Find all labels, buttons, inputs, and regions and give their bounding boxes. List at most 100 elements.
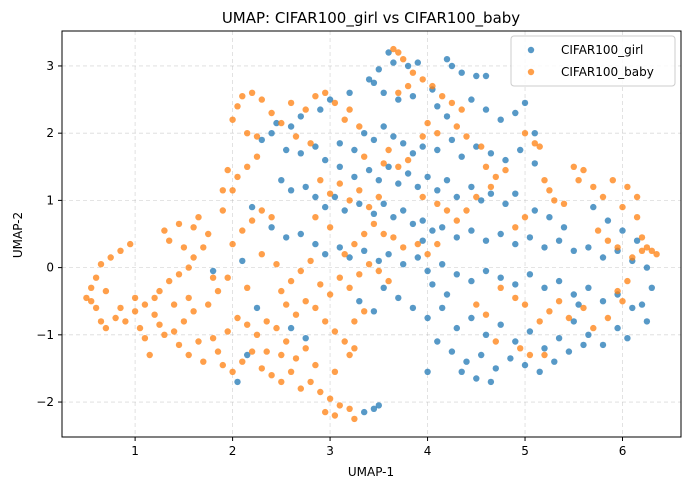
scatter-point <box>517 345 524 352</box>
scatter-point <box>248 89 256 97</box>
scatter-point <box>297 113 304 120</box>
scatter-point <box>541 244 548 251</box>
scatter-point <box>497 230 504 238</box>
scatter-point <box>604 217 612 224</box>
scatter-point <box>312 240 319 248</box>
scatter-point <box>253 153 261 160</box>
scatter-point <box>229 187 236 194</box>
scatter-point <box>521 130 529 137</box>
scatter-point <box>434 103 441 110</box>
scatter-point <box>326 291 334 298</box>
scatter-point <box>580 304 587 312</box>
scatter-point <box>302 335 309 342</box>
scatter-point <box>214 348 222 355</box>
scatter-point <box>546 308 553 315</box>
scatter-point <box>541 351 548 359</box>
scatter-point <box>531 160 538 167</box>
scatter-point <box>205 301 212 308</box>
scatter-point <box>580 341 587 349</box>
scatter-point <box>302 106 309 113</box>
scatter-point <box>195 338 202 345</box>
scatter-point <box>512 338 519 345</box>
scatter-point <box>292 133 300 140</box>
scatter-point <box>419 143 426 150</box>
scatter-point <box>92 304 100 312</box>
scatter-point <box>273 324 280 332</box>
scatter-point <box>590 203 597 211</box>
scatter-point <box>419 237 426 244</box>
scatter-point <box>395 96 402 103</box>
scatter-point <box>370 136 378 144</box>
scatter-point <box>434 130 441 137</box>
x-tick-label: 2 <box>229 444 237 458</box>
scatter-point <box>336 274 343 281</box>
scatter-point <box>273 261 280 268</box>
scatter-point <box>526 234 534 241</box>
scatter-point <box>297 150 304 157</box>
scatter-point <box>375 402 382 409</box>
scatter-point <box>370 210 378 217</box>
scatter-point <box>336 180 343 187</box>
scatter-point <box>482 72 490 80</box>
scatter-point <box>287 123 295 130</box>
x-tick-label: 5 <box>521 444 529 458</box>
legend: CIFAR100_girl CIFAR100_baby <box>510 35 676 87</box>
y-tick-label: −2 <box>36 395 54 409</box>
scatter-point <box>473 375 480 382</box>
scatter-point <box>473 143 480 150</box>
scatter-point <box>546 214 553 221</box>
scatter-point <box>375 257 382 265</box>
scatter-point <box>429 227 436 234</box>
scatter-point <box>638 301 646 308</box>
scatter-point <box>570 291 577 298</box>
scatter-point <box>346 254 353 261</box>
scatter-point <box>287 277 295 285</box>
scatter-point <box>263 348 270 355</box>
scatter-point <box>229 116 236 123</box>
scatter-point <box>136 324 144 332</box>
scatter-point <box>468 227 475 234</box>
scatter-point <box>473 193 480 201</box>
scatter-point <box>102 287 110 295</box>
scatter-point <box>122 318 129 325</box>
scatter-point <box>88 298 95 305</box>
scatter-point <box>326 224 334 231</box>
scatter-point <box>336 140 343 147</box>
scatter-point <box>390 59 397 66</box>
scatter-point <box>263 318 270 325</box>
scatter-point <box>575 301 582 308</box>
scatter-point <box>385 277 392 285</box>
scatter-point <box>497 284 504 291</box>
scatter-point <box>609 177 616 184</box>
scatter-point <box>268 372 275 379</box>
scatter-point <box>224 274 231 281</box>
scatter-point <box>482 106 490 113</box>
scatter-point <box>419 133 426 140</box>
scatter-point <box>614 244 621 251</box>
scatter-point <box>248 217 256 224</box>
scatter-point <box>419 193 426 201</box>
scatter-point <box>278 177 285 184</box>
scatter-point <box>307 140 314 147</box>
scatter-point <box>326 190 334 197</box>
scatter-point <box>97 318 105 325</box>
scatter-point <box>331 193 339 201</box>
scatter-point <box>482 163 490 170</box>
scatter-point <box>351 345 358 352</box>
scatter-point <box>448 99 456 107</box>
scatter-point <box>404 170 412 177</box>
scatter-point <box>283 338 290 345</box>
scatter-point <box>278 119 285 127</box>
scatter-point <box>88 284 95 291</box>
scatter-point <box>585 331 592 338</box>
scatter-point <box>287 99 295 107</box>
scatter-point <box>322 89 329 97</box>
scatter-point <box>283 146 290 154</box>
legend-marker-baby <box>527 68 535 76</box>
scatter-point <box>614 287 621 295</box>
scatter-point <box>526 271 534 278</box>
scatter-point <box>190 224 197 231</box>
scatter-point <box>385 146 392 154</box>
scatter-point <box>248 348 256 355</box>
scatter-point <box>312 193 319 201</box>
